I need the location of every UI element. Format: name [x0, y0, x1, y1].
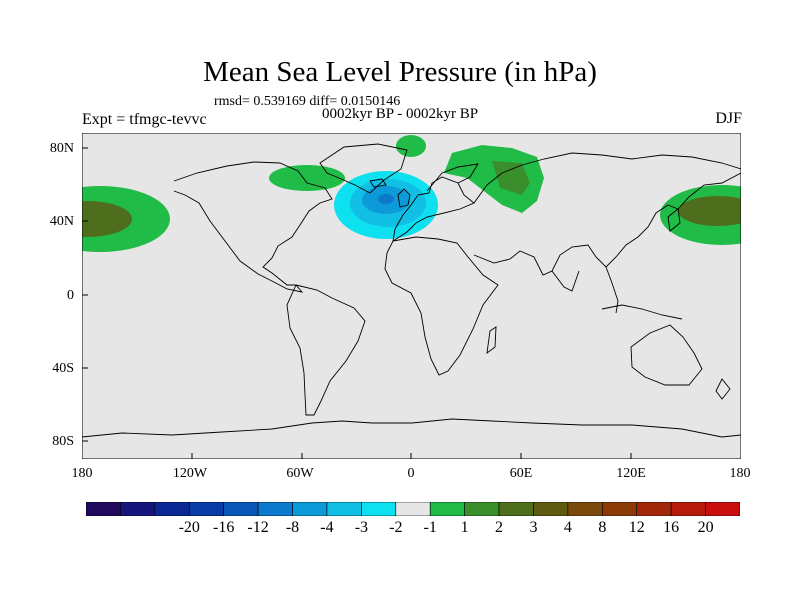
coast-africa [384, 236, 499, 376]
coast-south-america [286, 284, 366, 416]
colorbar-swatch [670, 502, 706, 516]
lon-label-180e: 180 [729, 466, 751, 481]
colorbar-swatch [223, 502, 259, 516]
coast-madagascar [486, 326, 497, 355]
coast-greenland [319, 143, 408, 194]
colorbar-swatch [498, 502, 534, 516]
rmsd-diff-stats: rmsd= 0.539169 diff= 0.0150146 [214, 94, 401, 109]
colorbar-label: -8 [285, 519, 300, 536]
colorbar-label: -12 [247, 519, 269, 536]
colorbar-swatch [705, 502, 740, 516]
lat-label-0: 0 [67, 288, 74, 303]
colorbar-swatch [429, 502, 465, 516]
colorbar-label: -4 [320, 519, 334, 536]
lon-label-0: 0 [407, 466, 415, 481]
anomaly-north-pacific-west-core [82, 201, 132, 237]
colorbar-label: -1 [423, 519, 437, 536]
coast-antarctica [82, 418, 741, 438]
lon-label-180w: 180 [71, 466, 93, 481]
lon-label-120e: 120E [616, 466, 646, 481]
colorbar-label: -3 [354, 519, 369, 536]
lon-label-60w: 60W [286, 466, 314, 481]
anomaly-eurasian-arctic-inner [492, 161, 530, 195]
case-label: 0002kyr BP - 0002kyr BP [322, 106, 479, 122]
colorbar-label: 12 [628, 519, 645, 536]
colorbar-label: -20 [178, 519, 200, 536]
colorbar-swatch [154, 502, 190, 516]
colorbar-label: 20 [697, 519, 714, 536]
anomaly-kara-sea [269, 165, 345, 191]
colorbar-label: 2 [495, 519, 504, 536]
lat-label-80s: 80S [52, 434, 74, 449]
coast-indonesia [601, 304, 683, 320]
anomaly-greenland-north [396, 135, 426, 157]
colorbar-swatch [567, 502, 603, 516]
coast-southeast-asia [605, 266, 619, 314]
coast-siberia-arctic [473, 152, 741, 204]
lon-label-60e: 60E [509, 466, 533, 481]
colorbar-swatch [361, 502, 397, 516]
colorbar-label: -16 [213, 519, 235, 536]
anomaly-north-pacific-east-core [678, 196, 741, 226]
colorbar-swatch [464, 502, 500, 516]
colorbar-swatch [326, 502, 362, 516]
colorbar-label: 4 [563, 519, 572, 536]
season-label: DJF [715, 110, 742, 127]
coast-uk [397, 188, 411, 208]
coast-scandinavia [426, 163, 479, 192]
colorbar-label: -2 [389, 519, 403, 536]
coast-japan [667, 208, 681, 232]
colorbar-swatch [533, 502, 569, 516]
colorbar-swatch [602, 502, 638, 516]
colorbar-swatch [86, 502, 121, 516]
colorbar-swatch [395, 502, 431, 516]
colorbar-label: 8 [598, 519, 607, 536]
lat-label-40n: 40N [49, 214, 74, 229]
lat-label-80n: 80N [49, 141, 74, 156]
coast-new-zealand [715, 378, 731, 400]
colorbar-swatch [636, 502, 672, 516]
lon-label-120w: 120W [172, 466, 208, 481]
anomaly-north-atlantic-4 [378, 194, 394, 204]
world-map [82, 133, 741, 459]
colorbar-label: 1 [460, 519, 469, 536]
colorbar-swatch [292, 502, 328, 516]
map-title: Mean Sea Level Pressure (in hPa) [203, 56, 597, 88]
map-ticks [82, 147, 741, 459]
colorbar-swatch [257, 502, 293, 516]
lat-label-40s: 40S [52, 361, 74, 376]
colorbar-label: 16 [663, 519, 680, 536]
coast-iceland [369, 178, 387, 188]
colorbar-label: 3 [529, 519, 538, 536]
colorbar-swatch [120, 502, 156, 516]
coast-north-america [173, 161, 333, 293]
coast-australia [630, 324, 703, 386]
experiment-label: Expt = tfmgc-tevvc [82, 111, 207, 128]
coast-india [551, 270, 580, 292]
colorbar-swatch [188, 502, 224, 516]
colorbar [86, 502, 740, 516]
